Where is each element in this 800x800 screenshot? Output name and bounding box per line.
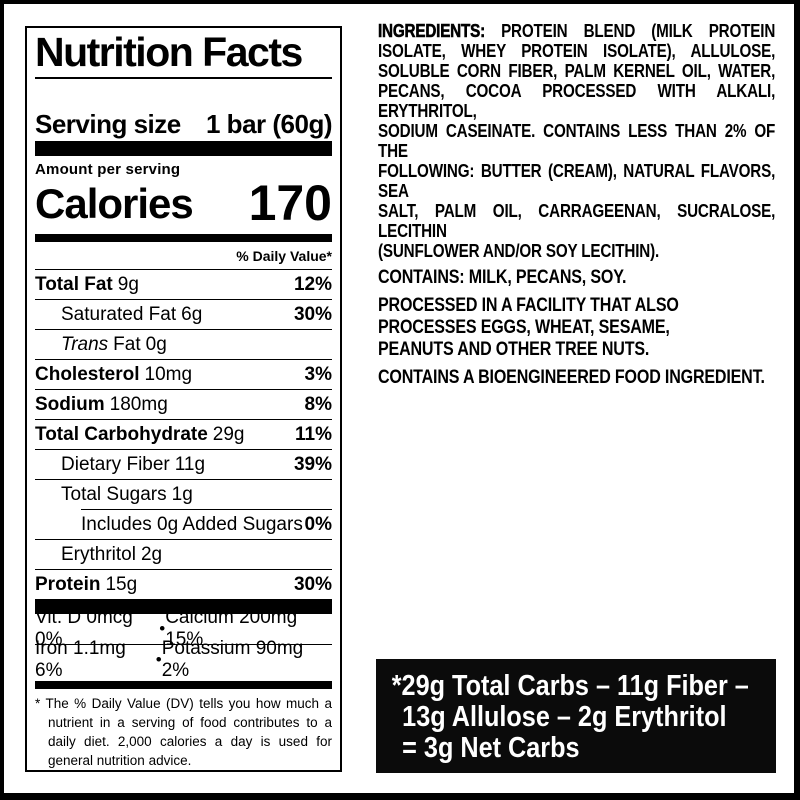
nutrient-name: Dietary Fiber <box>61 453 170 475</box>
nutrient-amount: 11g <box>174 453 206 475</box>
allergen-contains-statement: CONTAINS: MILK, PECANS, SOY. <box>378 267 627 288</box>
nutrient-row-dietary-fiber: Dietary Fiber 11g 39% <box>35 449 332 479</box>
nutrient-amount: 6g <box>181 303 203 325</box>
daily-value-footnote: * The % Daily Value (DV) tells you how m… <box>35 694 332 770</box>
nutrient-name: Saturated Fat <box>61 303 177 325</box>
ingredients-line: INGREDIENTS: PROTEIN BLEND (MILK PROTEIN <box>378 21 776 42</box>
calories-row: Calories 170 <box>35 175 332 231</box>
nutrient-name: Total Fat <box>35 273 113 295</box>
nutrient-name: Erythritol <box>61 543 136 565</box>
facility-statement: PROCESSED IN A FACILITY THAT ALSO PROCES… <box>378 295 775 361</box>
nutrient-row-saturated-fat: Saturated Fat 6g 30% <box>35 299 332 329</box>
serving-size-row: Serving size 1 bar (60g) <box>35 109 333 141</box>
serving-size-label: Serving size <box>35 109 181 139</box>
nutrient-amount: 10mg <box>144 363 193 385</box>
nutrient-row-added-sugars: Includes 0g Added Sugars 0% <box>35 510 332 539</box>
micronutrient-right: Potassium 90mg 2% <box>161 638 304 681</box>
calories-value: 170 <box>248 175 332 231</box>
indented-divider <box>81 509 332 510</box>
ingredients-line: ISOLATE, WHEY PROTEIN ISOLATE), ALLULOSE… <box>378 41 776 61</box>
net-carbs-line: *29g Total Carbs – 11g Fiber – <box>391 670 749 702</box>
nutrient-dv: 3% <box>304 363 332 385</box>
net-carbs-line: = 3g Net Carbs <box>402 732 580 764</box>
ingredients-column: INGREDIENTS: PROTEIN BLEND (MILK PROTEIN… <box>378 21 776 389</box>
nutrient-name: Includes 0g Added Sugars <box>81 513 303 535</box>
nutrient-row-total-fat: Total Fat 9g 12% <box>35 269 332 299</box>
nutrient-dv: 0% <box>304 513 332 535</box>
ingredients-line: PECANS, COCOA PROCESSED WITH ALKALI, ERY… <box>378 81 776 121</box>
ingredients-heading: INGREDIENTS: <box>378 21 486 42</box>
ingredients-line: SODIUM CASEINATE. CONTAINS LESS THAN 2% … <box>378 121 776 161</box>
nutrient-row-protein: Protein 15g 30% <box>35 569 332 599</box>
nutrient-amount: 0g <box>145 333 167 355</box>
micronutrient-row-2: Iron 1.1mg 6% • Potassium 90mg 2% <box>35 638 332 681</box>
facility-line: PROCESSES EGGS, WHEAT, SESAME, <box>378 317 670 338</box>
nutrient-row-cholesterol: Cholesterol 10mg 3% <box>35 359 332 389</box>
medium-rule <box>35 681 332 689</box>
ingredients-line: (SUNFLOWER AND/OR SOY LECITHIN). <box>378 241 660 261</box>
nutrient-row-trans-fat: Trans Fat 0g <box>35 329 332 359</box>
nutrient-dv: 39% <box>293 453 332 475</box>
nutrient-dv: 30% <box>293 573 332 595</box>
thick-rule <box>35 599 332 614</box>
thick-rule <box>35 141 332 156</box>
bioengineered-statement: CONTAINS A BIOENGINEERED FOOD INGREDIENT… <box>378 367 765 388</box>
footnote-line: nutrient in a serving of food contribute… <box>48 715 332 730</box>
daily-value-header: % Daily Value* <box>236 247 332 264</box>
nutrient-amount: 2g <box>140 543 163 565</box>
nutrient-name: Protein <box>35 573 101 595</box>
bullet-separator: • <box>155 650 162 669</box>
nutrient-row-sodium: Sodium 180mg 8% <box>35 389 332 419</box>
net-carbs-line: 13g Allulose – 2g Erythritol <box>402 701 727 733</box>
facility-line: PEANUTS AND OTHER TREE NUTS. <box>378 339 650 360</box>
nutrient-dv: 12% <box>293 273 332 295</box>
ingredients-line: SOLUBLE CORN FIBER, PALM KERNEL OIL, WAT… <box>378 61 776 81</box>
bullet-separator: • <box>159 619 166 638</box>
nutrient-name: Total Sugars <box>61 483 167 505</box>
nutrient-amount: 15g <box>105 573 138 595</box>
footnote-line: general nutrition advice. <box>48 753 192 768</box>
medium-rule <box>35 234 332 242</box>
nutrient-row-erythritol: Erythritol 2g <box>35 539 332 569</box>
nutrient-dv: 30% <box>293 303 332 325</box>
ingredients-text: PROTEIN BLEND (MILK PROTEIN <box>501 21 776 41</box>
nutrient-name: Cholesterol <box>35 363 140 385</box>
micronutrient-row-1: Vit. D 0mcg 0% • Calcium 200mg 15% <box>35 607 332 650</box>
amount-per-serving-label: Amount per serving <box>35 161 181 178</box>
nutrient-name: Sodium <box>35 393 105 415</box>
nutrient-name: Total Carbohydrate <box>35 423 208 445</box>
micronutrient-left: Iron 1.1mg 6% <box>35 638 126 681</box>
ingredients-line: FOLLOWING: BUTTER (CREAM), NATURAL FLAVO… <box>378 161 776 201</box>
nutrient-name: Fat <box>113 333 141 355</box>
nutrient-amount: 1g <box>171 483 193 505</box>
serving-size-value: 1 bar (60g) <box>206 109 333 139</box>
nutrient-amount: 29g <box>212 423 245 445</box>
ingredients-line: SALT, PALM OIL, CARRAGEENAN, SUCRALOSE, … <box>378 201 776 241</box>
facility-line: PROCESSED IN A FACILITY THAT ALSO <box>378 295 679 316</box>
footnote-asterisk: * <box>35 696 41 711</box>
nutrient-amount: 9g <box>117 273 139 295</box>
nutrient-row-total-carbohydrate: Total Carbohydrate 29g 11% <box>35 419 332 449</box>
footnote-line: daily diet. 2,000 calories a day is used… <box>48 734 332 749</box>
nutrient-dv: 11% <box>295 423 332 445</box>
net-carbs-callout: *29g Total Carbs – 11g Fiber – 13g Allul… <box>376 659 776 773</box>
panel-title: Nutrition Facts <box>35 30 332 79</box>
nutrition-facts-panel: Nutrition Facts Serving size 1 bar (60g)… <box>25 26 342 772</box>
footnote-line: The % Daily Value (DV) tells you how muc… <box>45 696 333 711</box>
nutrient-name-italic: Trans <box>61 333 109 355</box>
micronutrient-left: Vit. D 0mcg 0% <box>35 607 133 650</box>
nutrient-amount: 180mg <box>109 393 168 415</box>
nutrient-dv: 8% <box>304 393 332 415</box>
nutrient-row-total-sugars: Total Sugars 1g <box>35 479 332 509</box>
calories-label: Calories <box>35 180 194 227</box>
micronutrient-right: Calcium 200mg 15% <box>165 607 298 650</box>
